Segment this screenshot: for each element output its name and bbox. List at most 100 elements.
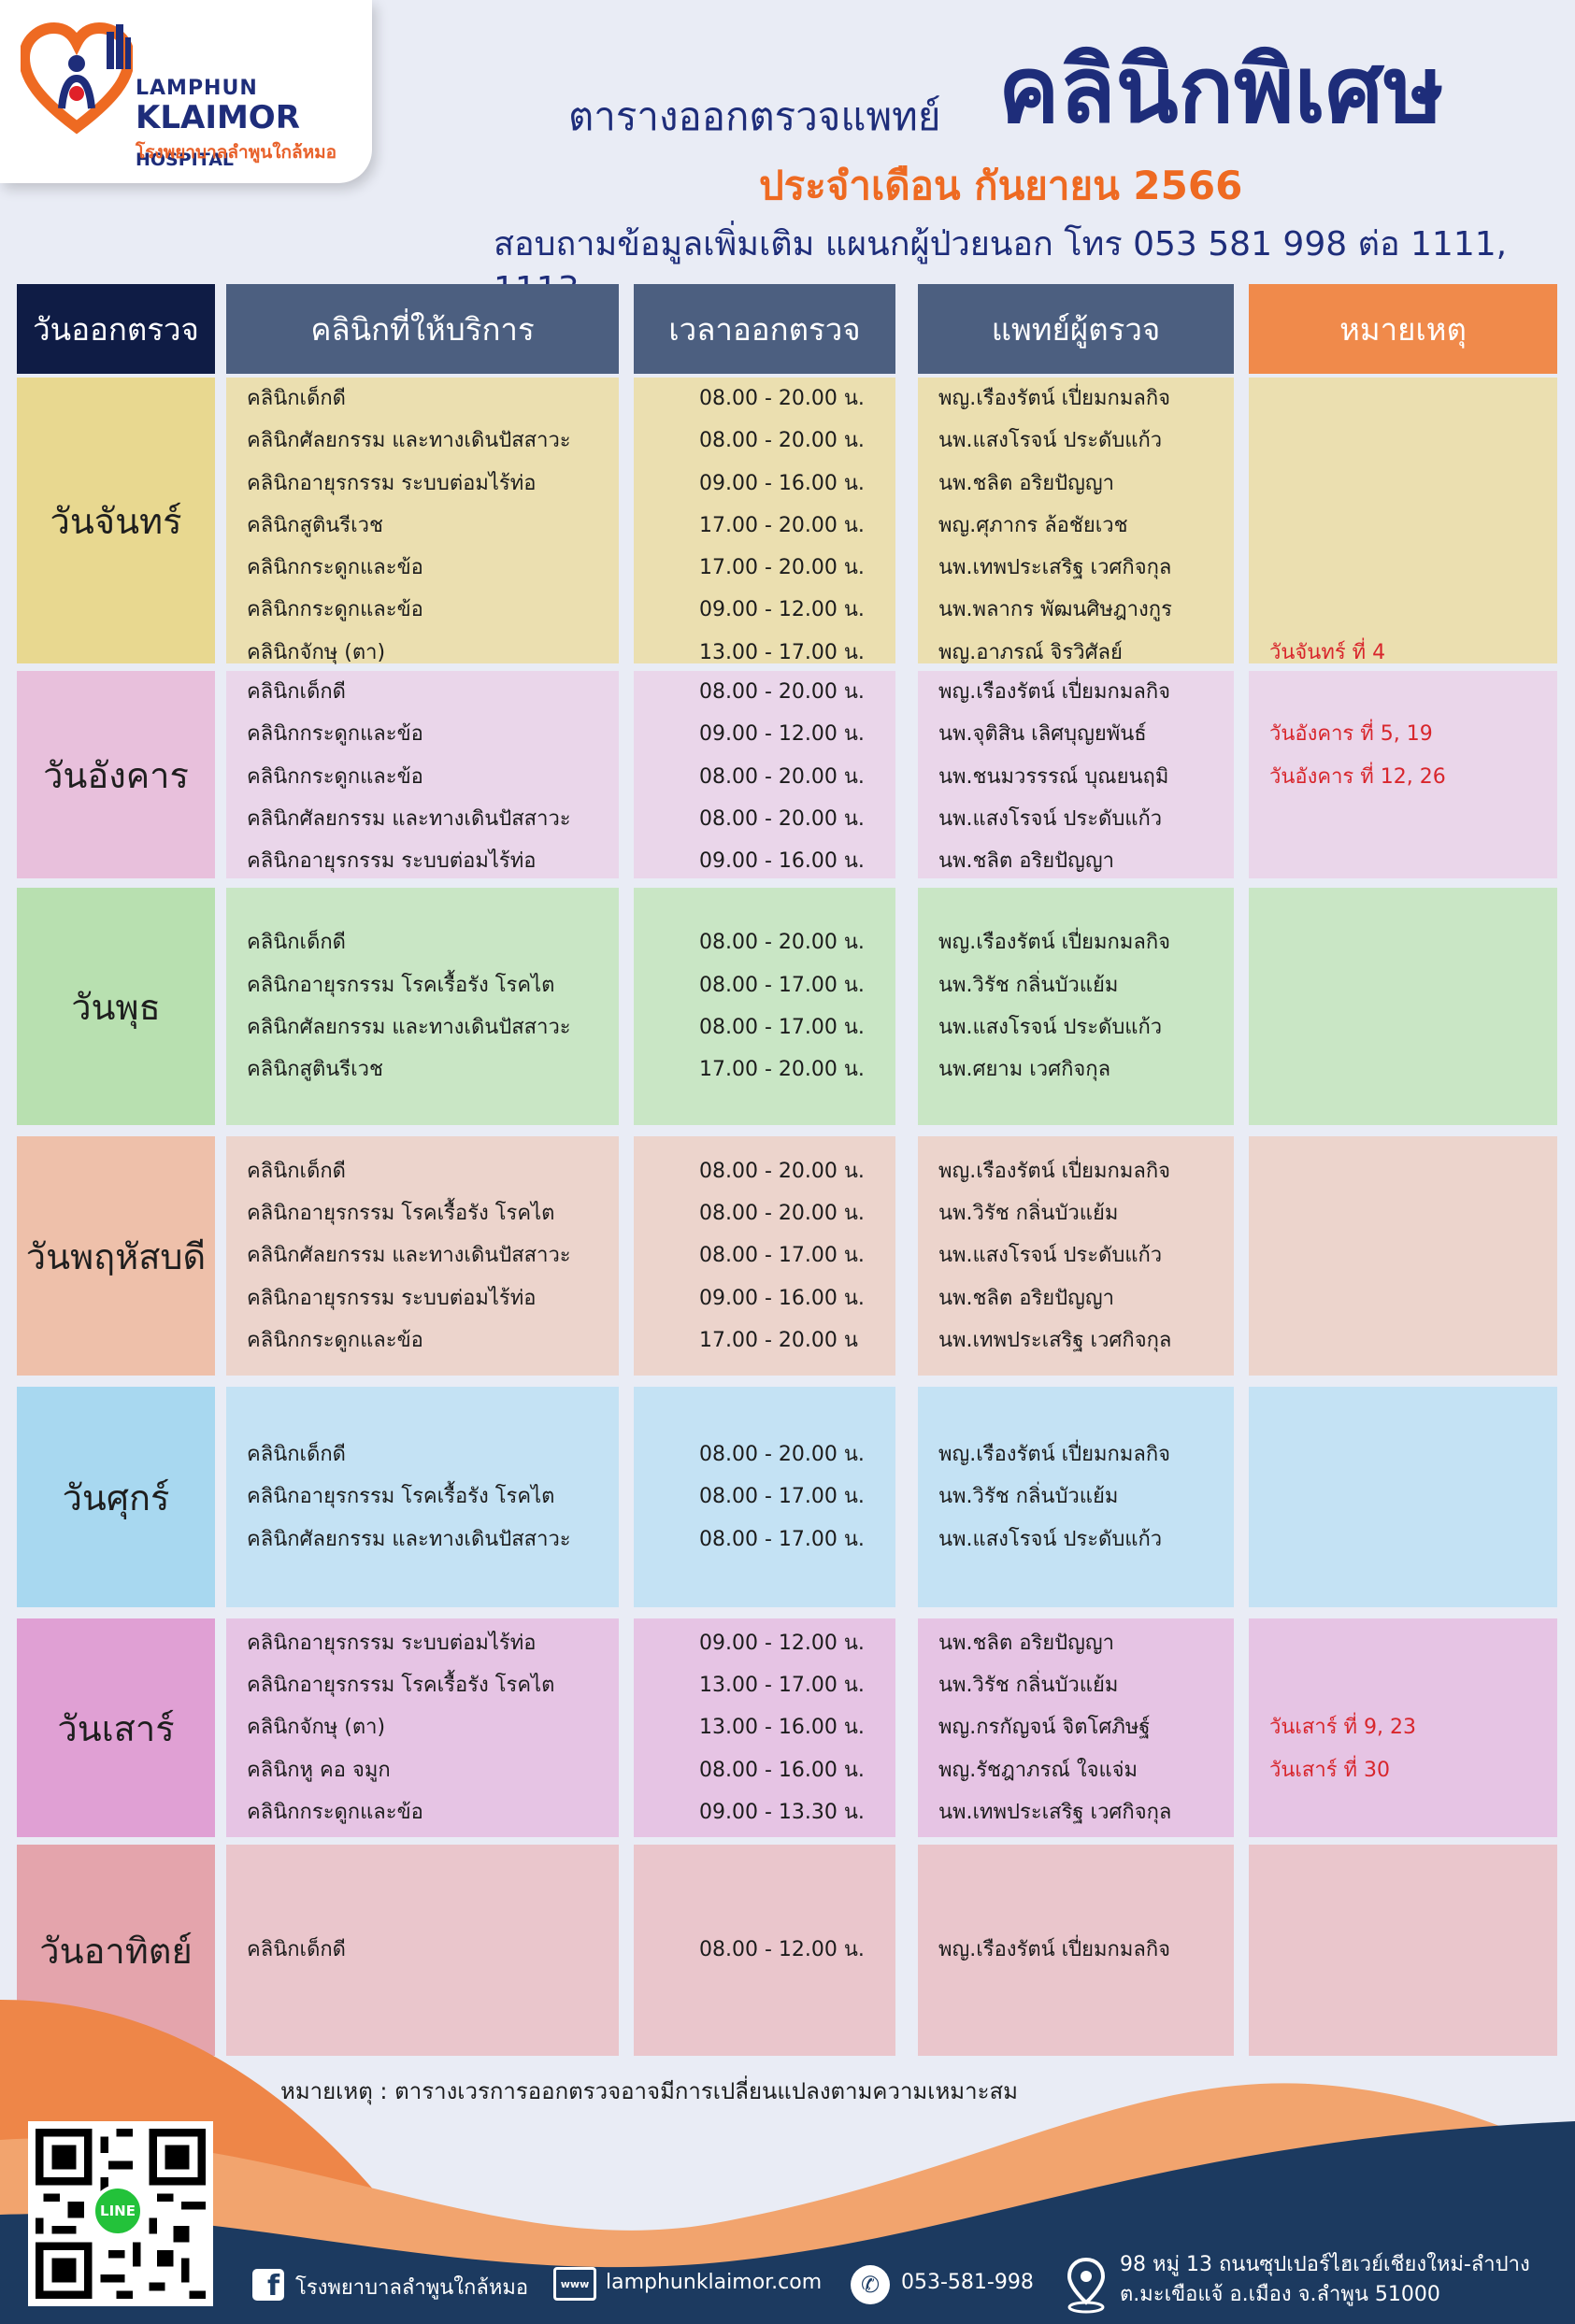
row-day-label: วันพุธ	[17, 888, 215, 1125]
row-doctors: พญ.เรืองรัตน์ เปี่ยมกมลกิจ นพ.วิรัช กลิ่น…	[918, 1387, 1234, 1607]
website-link[interactable]: lamphunklaimor.com	[606, 2271, 823, 2294]
note-text	[1269, 1006, 1557, 1048]
row-day-label: วันเสาร์	[17, 1618, 215, 1837]
row-day-label: วันอังคาร	[17, 671, 215, 878]
clinic-text: คลินิกอายุรกรรม ระบบต่อมไร้ท่อ	[247, 1631, 537, 1655]
time-text: 09.00 - 13.30 น.	[699, 1800, 865, 1824]
note-text	[1269, 1234, 1557, 1276]
row-day-label: วันพฤหัสบดี	[17, 1136, 215, 1376]
doctor-text: นพ.พลากร พัฒนศิษฎางกูร	[938, 598, 1172, 622]
note-text: วันอังคาร ที่ 5, 19	[1269, 722, 1433, 747]
clinic-text: คลินิกกระดูกและข้อ	[247, 1328, 423, 1352]
doctor-text: นพ.ศยาม เวศกิจกุล	[938, 1058, 1111, 1082]
row-day-label: วันจันทร์	[17, 378, 215, 663]
note-text	[1269, 1664, 1557, 1706]
row-notes	[1249, 1387, 1557, 1607]
clinic-text: คลินิกเด็กดี	[247, 931, 346, 955]
time-text: 08.00 - 20.00 น.	[699, 429, 865, 453]
row-times: 08.00 - 20.00 น. 08.00 - 17.00 น. 08.00 - …	[634, 888, 895, 1125]
note-text	[1269, 1192, 1557, 1234]
logo-line1: LAMPHUN	[136, 77, 258, 100]
time-text: 08.00 - 16.00 น.	[699, 1758, 865, 1782]
row-times: 08.00 - 20.00 น. 09.00 - 12.00 น. 08.00 - …	[634, 671, 895, 878]
note-text	[1269, 378, 1557, 420]
time-text: 08.00 - 17.00 น.	[699, 1015, 865, 1039]
note-text	[1269, 463, 1557, 505]
time-text: 08.00 - 17.00 น.	[699, 1485, 865, 1509]
phone-number[interactable]: 053-581-998	[901, 2271, 1034, 2294]
note-text: วันอังคาร ที่ 12, 26	[1269, 764, 1446, 789]
time-text: 17.00 - 20.00 น.	[699, 1058, 865, 1082]
note-text	[1269, 547, 1557, 589]
clinic-text: คลินิกเด็กดี	[247, 1443, 346, 1467]
row-day-label: วันศุกร์	[17, 1387, 215, 1607]
header-time: เวลาออกตรวจ	[634, 284, 895, 374]
title-small: ตารางออกตรวจแพทย์	[568, 93, 941, 139]
time-text: 13.00 - 16.00 น.	[699, 1716, 865, 1740]
row-doctors: พญ.เรืองรัตน์ เปี่ยมกมลกิจนพ.แสงโรจน์ ปร…	[918, 378, 1234, 664]
note-text	[1269, 1048, 1557, 1091]
clinic-text: คลินิกหู คอ จมูก	[247, 1758, 391, 1782]
footnote: หมายเหตุ : ตารางเวรการออกตรวจอาจมีการเปล…	[280, 2078, 1018, 2104]
doctor-text: นพ.ชนมวรรรณ์ บุณยนฤมิ	[938, 764, 1169, 789]
facebook-link[interactable]: โรงพยาบาลลำพูนใกล้หมอ	[295, 2276, 529, 2300]
facebook-icon: f	[252, 2269, 284, 2301]
time-text: 17.00 - 20.00 น.	[699, 556, 865, 580]
clinic-text: คลินิกสูตินรีเวช	[247, 513, 383, 537]
note-text	[1269, 671, 1557, 713]
doctor-text: นพ.ชลิต อริยปัญญา	[938, 849, 1114, 874]
doctor-text: พญ.กรกัญจน์ จิตโศภิษฐ์	[938, 1716, 1151, 1740]
clinic-text: คลินิกจักษุ (ตา)	[247, 1716, 386, 1740]
note-text: วันเสาร์ ที่ 9, 23	[1269, 1716, 1416, 1740]
doctor-text: นพ.แสงโรจน์ ประดับแก้ว	[938, 429, 1163, 453]
clinic-text: คลินิกเด็กดี	[247, 1159, 346, 1183]
doctor-text: นพ.วิรัช กลิ่นบัวแย้ม	[938, 1485, 1119, 1509]
row-doctors: พญ.เรืองรัตน์ เปี่ยมกมลกิจ นพ.วิรัช กลิ่น…	[918, 1136, 1234, 1376]
doctor-text: พญ.เรืองรัตน์ เปี่ยมกมลกิจ	[938, 1938, 1171, 1962]
note-text	[1269, 589, 1557, 631]
clinic-text: คลินิกกระดูกและข้อ	[247, 1800, 423, 1824]
time-text: 08.00 - 20.00 น.	[699, 387, 865, 410]
doctor-text: นพ.วิรัช กลิ่นบัวแย้ม	[938, 1674, 1119, 1698]
doctor-text: นพ.ชลิต อริยปัญญา	[938, 1631, 1114, 1655]
clinic-text: คลินิกกระดูกและข้อ	[247, 722, 423, 747]
time-text: 17.00 - 20.00 น.	[699, 513, 865, 537]
clinic-text: คลินิกอายุรกรรม ระบบต่อมไร้ท่อ	[247, 471, 537, 495]
time-text: 17.00 - 20.00 น	[699, 1328, 858, 1352]
note-text	[1269, 420, 1557, 462]
website-icon: www	[553, 2267, 596, 2301]
logo-thai-name: โรงพยาบาลลำพูนใกล้หมอ	[136, 142, 337, 163]
doctor-text: นพ.เทพประเสริฐ เวศกิจกุล	[938, 556, 1172, 580]
header-clinic: คลินิกที่ให้บริการ	[226, 284, 619, 374]
time-text: 08.00 - 17.00 น.	[699, 1527, 865, 1551]
time-text: 09.00 - 16.00 น.	[699, 1286, 865, 1310]
time-text: 08.00 - 17.00 น.	[699, 1244, 865, 1268]
doctor-text: พญ.เรืองรัตน์ เปี่ยมกมลกิจ	[938, 1159, 1171, 1183]
heart-logo-icon	[21, 22, 133, 135]
time-text: 13.00 - 17.00 น.	[699, 1674, 865, 1698]
row-notes: วันจันทร์ ที่ 4	[1249, 378, 1557, 664]
doctor-text: พญ.เรืองรัตน์ เปี่ยมกมลกิจ	[938, 387, 1171, 410]
clinic-text: คลินิกเด็กดี	[247, 1938, 346, 1962]
phone-icon: ✆	[851, 2265, 890, 2304]
time-text: 08.00 - 20.00 น.	[699, 806, 865, 831]
row-times: 08.00 - 20.00 น. 08.00 - 20.00 น. 09.00 - …	[634, 378, 895, 664]
clinic-text: คลินิกศัลยกรรม และทางเดินปัสสาวะ	[247, 1527, 571, 1551]
note-text	[1269, 1433, 1557, 1476]
doctor-text: นพ.ชลิต อริยปัญญา	[938, 471, 1114, 495]
row-times: 08.00 - 12.00 น.	[634, 1845, 895, 2056]
note-text	[1269, 505, 1557, 547]
time-text: 08.00 - 12.00 น.	[699, 1938, 865, 1962]
time-text: 08.00 - 20.00 น.	[699, 764, 865, 789]
time-text: 09.00 - 12.00 น.	[699, 598, 865, 622]
row-clinics: คลินิกอายุรกรรม ระบบต่อมไร้ท่อ คลินิกอายุ…	[226, 1618, 619, 1837]
footer-wave	[0, 2000, 1575, 2324]
clinic-text: คลินิกอายุรกรรม ระบบต่อมไร้ท่อ	[247, 849, 537, 874]
note-text	[1269, 1622, 1557, 1664]
time-text: 09.00 - 12.00 น.	[699, 722, 865, 747]
note-text: วันเสาร์ ที่ 30	[1269, 1758, 1390, 1782]
doctor-text: พญ.อาภรณ์ จิรวิศัลย์	[938, 640, 1123, 664]
clinic-text: คลินิกกระดูกและข้อ	[247, 764, 423, 789]
hospital-logo: LAMPHUN KLAIMOR HOSPITAL โรงพยาบาลลำพูนใ…	[0, 0, 372, 183]
address: 98 หมู่ 13 ถนนซุปเปอร์ไฮเวย์เชียงใหม่-ลำ…	[1120, 2253, 1530, 2306]
